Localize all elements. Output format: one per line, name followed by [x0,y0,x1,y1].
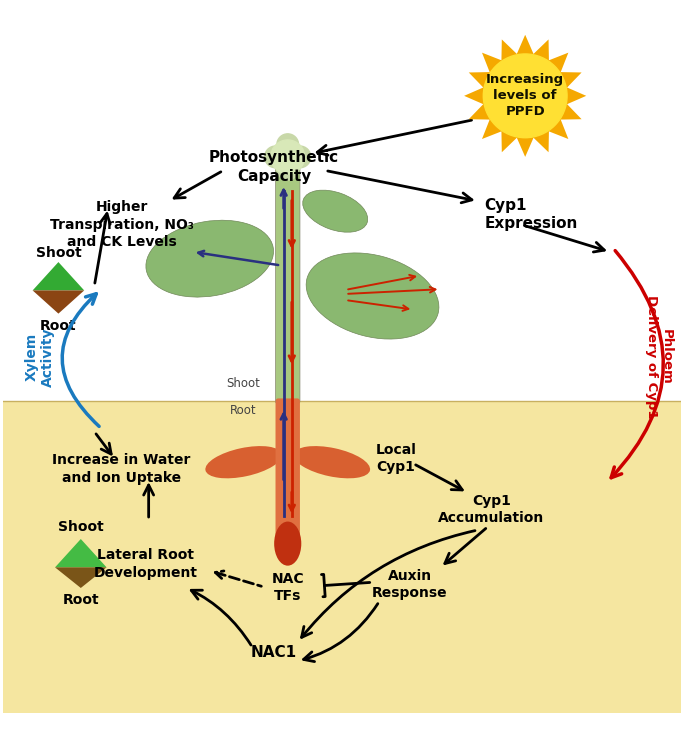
Ellipse shape [303,190,368,232]
Circle shape [277,134,299,156]
Text: Phloem
Delivery of Cyp1: Phloem Delivery of Cyp1 [645,295,673,419]
Circle shape [265,146,287,168]
Text: Root: Root [62,593,99,607]
Circle shape [289,146,311,168]
Text: Root: Root [231,404,257,417]
Polygon shape [464,34,586,157]
Ellipse shape [205,446,282,478]
Ellipse shape [293,446,370,478]
Text: Photosynthetic
Capacity: Photosynthetic Capacity [209,150,339,184]
Text: Cyp1
Accumulation: Cyp1 Accumulation [438,494,544,525]
Polygon shape [55,539,107,567]
Polygon shape [55,567,107,588]
Text: Lateral Root
Development: Lateral Root Development [93,548,197,580]
Text: Cyp1
Expression: Cyp1 Expression [484,197,578,231]
Text: Local
Cyp1: Local Cyp1 [376,443,417,474]
Ellipse shape [274,521,301,565]
Bar [3,401,681,714]
Text: Shoot: Shoot [36,246,81,260]
FancyBboxPatch shape [276,399,300,553]
Circle shape [271,140,304,174]
Text: NAC1: NAC1 [251,645,298,660]
Text: Increasing
levels of
PPFD: Increasing levels of PPFD [486,73,564,118]
Text: Increase in Water
and Ion Uptake: Increase in Water and Ion Uptake [52,453,191,485]
Text: Xylem
Activity: Xylem Activity [25,328,55,387]
Circle shape [277,159,299,180]
Polygon shape [33,290,84,313]
Polygon shape [33,262,84,290]
FancyArrowPatch shape [611,251,663,478]
FancyBboxPatch shape [276,161,300,404]
Text: NAC
TFs: NAC TFs [272,572,304,604]
Ellipse shape [306,253,439,339]
Circle shape [484,54,567,138]
Ellipse shape [146,220,274,297]
Text: Shoot: Shoot [58,520,104,533]
Text: Root: Root [40,319,77,333]
Text: Higher
Transpiration, NO₃
and CK Levels: Higher Transpiration, NO₃ and CK Levels [49,200,194,249]
FancyArrowPatch shape [62,294,99,426]
Text: Auxin
Response: Auxin Response [372,568,447,600]
Text: Shoot: Shoot [226,377,261,390]
